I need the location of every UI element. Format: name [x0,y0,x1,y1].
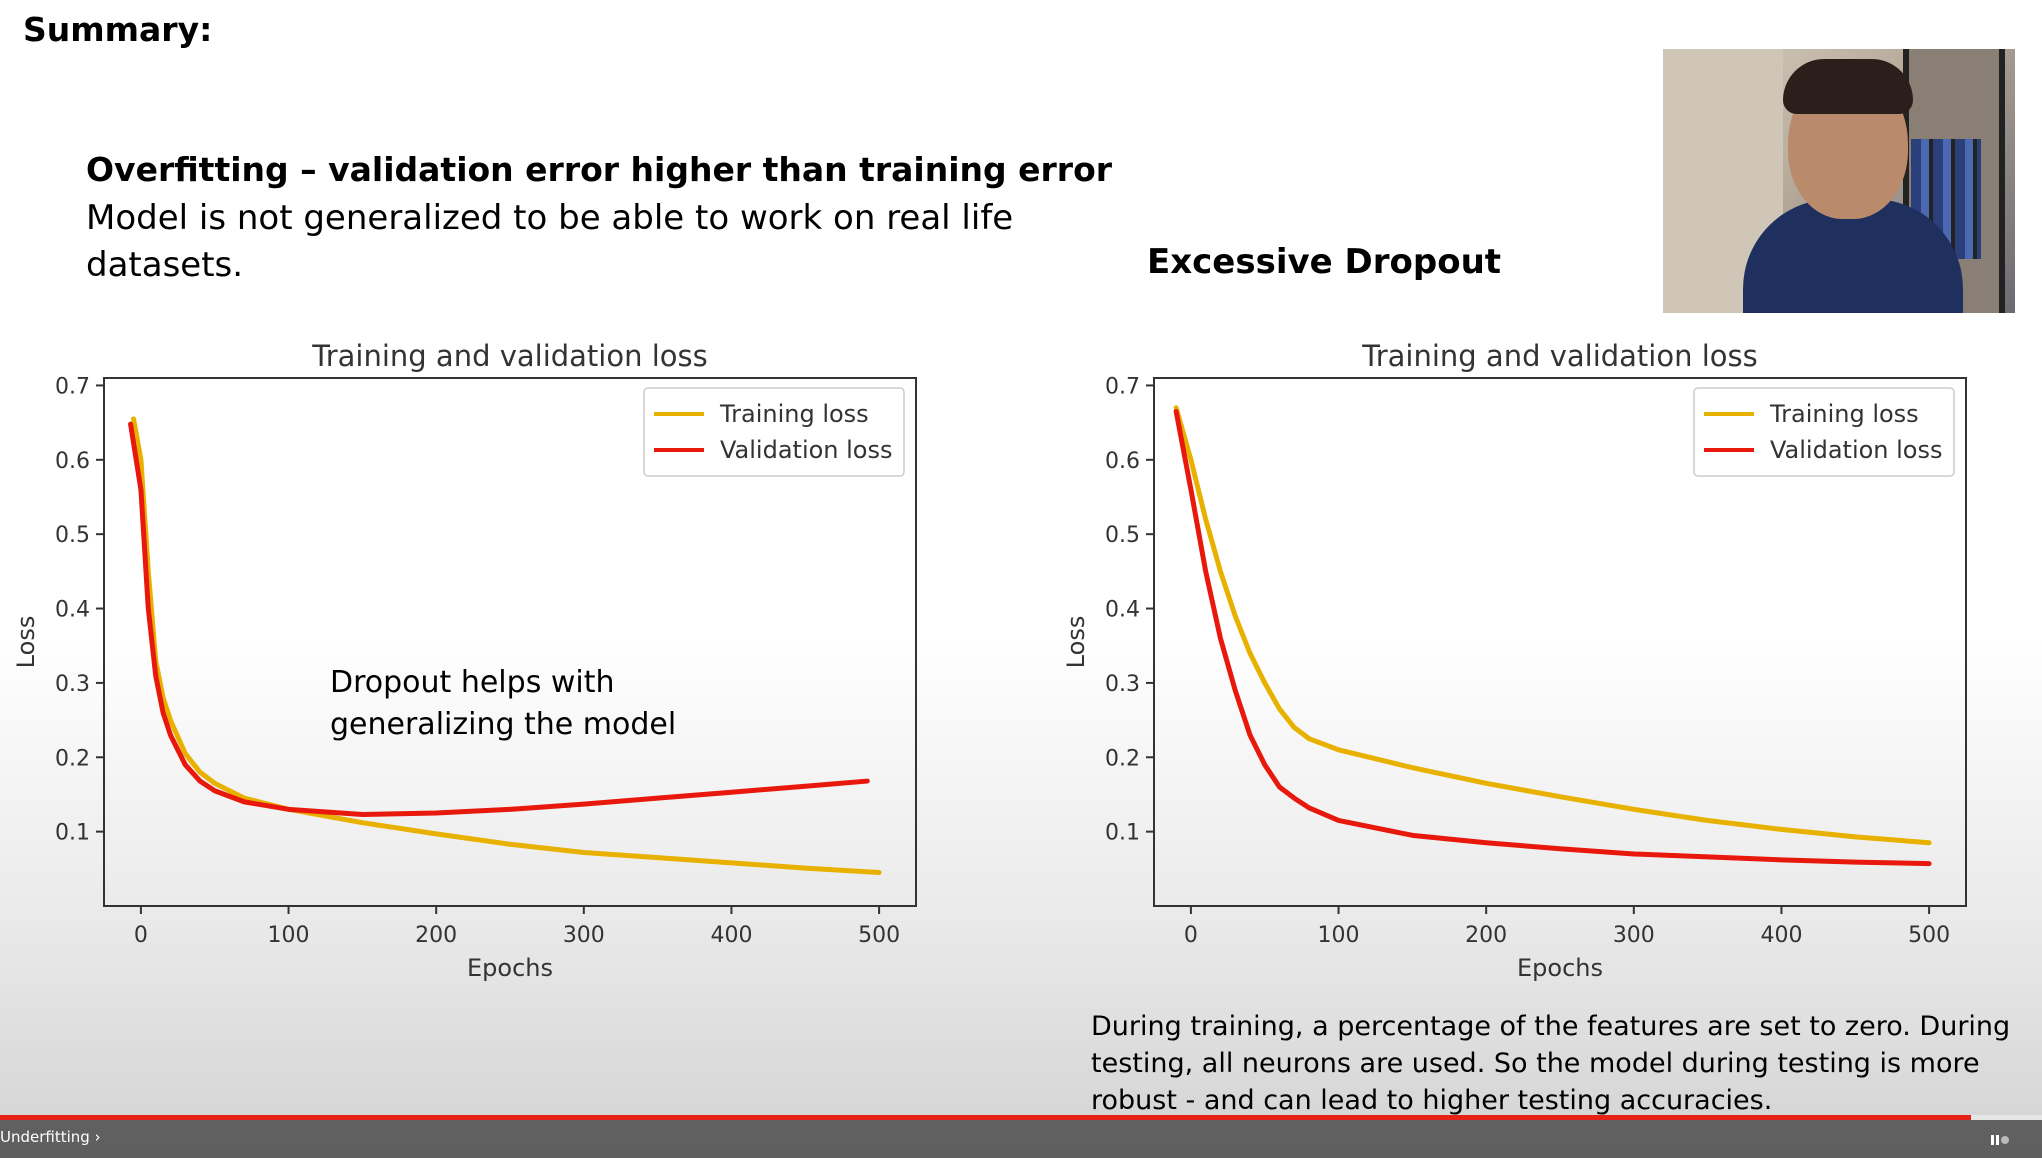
y-axis-label: Loss [12,616,40,669]
legend-label: Training loss [719,400,869,428]
y-axis-label: Loss [1062,616,1090,669]
x-tick-label: 200 [1465,923,1507,948]
x-tick-label: 500 [1908,923,1950,948]
legend-label: Validation loss [1770,436,1943,464]
x-axis-label: Epochs [1517,954,1603,982]
y-tick-label: 0.1 [55,821,90,846]
y-tick-label: 0.6 [1105,449,1140,474]
y-tick-label: 0.7 [55,374,90,399]
legend-label: Validation loss [720,436,893,464]
x-tick-label: 300 [1613,923,1655,948]
x-tick-label: 0 [134,923,148,948]
x-tick-label: 500 [858,923,900,948]
chart-left: Training and validation loss 0 100 200 300 40… [12,339,917,982]
player-control-bar [0,1120,2042,1158]
y-tick-label: 0.2 [1105,746,1140,771]
dropout-explanation: During training, a percentage of the fea… [1091,1011,2011,1116]
dropout-title: Excessive Dropout [1147,242,1502,282]
chart-title: Training and validation loss [1361,339,1757,373]
slide-heading: Summary: [23,10,213,49]
y-tick-label: 0.6 [55,449,90,474]
y-tick-label: 0.5 [1105,523,1140,548]
pause-icon[interactable] [1990,1134,2010,1146]
x-tick-label: 100 [268,923,310,948]
chart-right: Training and validation loss 0 100 200 300 40… [1062,339,1967,982]
x-tick-label: 400 [710,923,752,948]
chart-annotation: Dropout helps with generalizing the mode… [330,665,677,742]
series-line-validation [128,421,870,818]
x-axis-label: Epochs [467,954,553,982]
x-tick-label: 200 [415,923,457,948]
y-tick-label: 0.3 [55,672,90,697]
chapter-button[interactable]: Underfitting › [0,1128,101,1146]
overfitting-title: Overfitting – validation error higher th… [86,150,1113,189]
webcam-video [1663,49,2015,313]
webcam-presenter-hair [1783,59,1913,114]
overfitting-description: Model is not generalized to be able to w… [86,198,1014,285]
y-tick-label: 0.5 [55,523,90,548]
x-tick-label: 300 [563,923,605,948]
legend-box [1693,387,1955,477]
x-tick-label: 400 [1760,923,1802,948]
series-line-training [1173,405,1932,846]
legend-box [643,387,905,477]
y-tick-label: 0.7 [1105,374,1140,399]
x-tick-label: 0 [1184,923,1198,948]
y-tick-label: 0.3 [1105,672,1140,697]
chevron-right-icon: › [94,1128,101,1146]
legend-label: Training loss [1769,400,1919,428]
y-tick-label: 0.1 [1105,821,1140,846]
plot-frame [1153,377,1967,907]
x-tick-label: 100 [1318,923,1360,948]
y-tick-label: 0.2 [55,746,90,771]
y-tick-label: 0.4 [55,598,90,623]
y-tick-label: 0.4 [1105,598,1140,623]
seek-bar-played [0,1115,1971,1120]
chapter-title: Underfitting [0,1128,90,1146]
series-line-validation [1173,408,1932,867]
plot-frame [103,377,917,907]
chart-title: Training and validation loss [311,339,707,373]
